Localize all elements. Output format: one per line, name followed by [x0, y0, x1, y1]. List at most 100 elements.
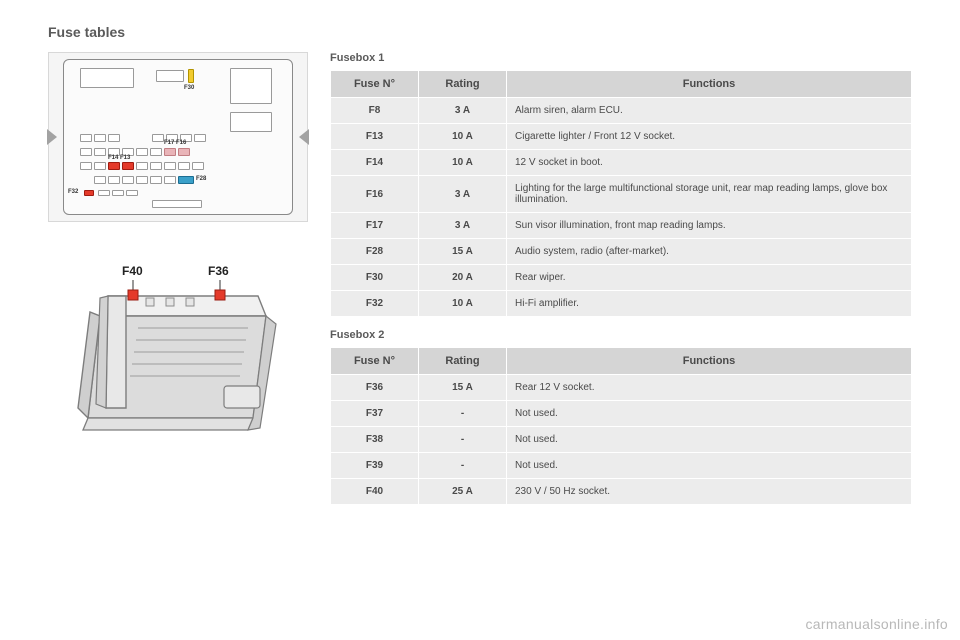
cell-function: Lighting for the large multifunctional s…	[507, 176, 912, 213]
label-f30: F30	[184, 85, 194, 91]
cell-fuse-no: F16	[331, 176, 419, 213]
label-f32: F32	[68, 189, 78, 195]
cell-function: Rear 12 V socket.	[507, 375, 912, 401]
cell-fuse-no: F38	[331, 427, 419, 453]
cell-fuse-no: F17	[331, 213, 419, 239]
fusebox2-diagram: F40 F36	[48, 258, 308, 448]
col-functions: Functions	[507, 348, 912, 375]
cell-rating: 10 A	[419, 291, 507, 317]
slot	[94, 162, 106, 170]
slot	[94, 134, 106, 142]
col-rating: Rating	[419, 71, 507, 98]
slot-bottom	[152, 200, 202, 208]
fuse-f14-highlight	[108, 162, 120, 170]
table-row: F38-Not used.	[331, 427, 912, 453]
slot	[126, 190, 138, 196]
slot	[150, 176, 162, 184]
table-row: F2815 AAudio system, radio (after-market…	[331, 239, 912, 265]
table-row: F3020 ARear wiper.	[331, 265, 912, 291]
slot	[112, 190, 124, 196]
table-row: F3615 ARear 12 V socket.	[331, 375, 912, 401]
slot	[94, 176, 106, 184]
col-fuse-no: Fuse N°	[331, 348, 419, 375]
cell-fuse-no: F13	[331, 124, 419, 150]
label-f28: F28	[196, 176, 206, 182]
cell-fuse-no: F8	[331, 98, 419, 124]
cell-function: Hi-Fi amplifier.	[507, 291, 912, 317]
cell-function: Audio system, radio (after-market).	[507, 239, 912, 265]
col-rating: Rating	[419, 348, 507, 375]
table-row: F39-Not used.	[331, 453, 912, 479]
cell-fuse-no: F37	[331, 401, 419, 427]
table-row: F83 AAlarm siren, alarm ECU.	[331, 98, 912, 124]
page-title: Fuse tables	[48, 24, 912, 40]
slot	[136, 162, 148, 170]
slot	[192, 162, 204, 170]
table-row: F3210 AHi-Fi amplifier.	[331, 291, 912, 317]
slot	[152, 134, 164, 142]
slot	[80, 162, 92, 170]
cell-rating: 10 A	[419, 150, 507, 176]
cell-rating: -	[419, 453, 507, 479]
fusebox2-label: Fusebox 2	[330, 329, 912, 341]
cell-rating: 25 A	[419, 479, 507, 505]
cell-function: Not used.	[507, 427, 912, 453]
fuse-f28-highlight	[178, 176, 194, 184]
table-row: F37-Not used.	[331, 401, 912, 427]
col-fuse-no: Fuse N°	[331, 71, 419, 98]
cell-rating: 3 A	[419, 176, 507, 213]
fusebox1-table: Fuse N° Rating Functions F83 AAlarm sire…	[330, 70, 912, 317]
label-f17-f16: F17 F16	[164, 140, 186, 146]
slot-mid	[156, 70, 184, 82]
cell-rating: 10 A	[419, 124, 507, 150]
table-row: F163 ALighting for the large multifuncti…	[331, 176, 912, 213]
cell-rating: 15 A	[419, 375, 507, 401]
cell-fuse-no: F28	[331, 239, 419, 265]
table-row: F173 ASun visor illumination, front map …	[331, 213, 912, 239]
cell-rating: 3 A	[419, 213, 507, 239]
label-f14-f13: F14 F13	[108, 155, 130, 161]
fuse-f30-highlight	[188, 69, 194, 83]
col-functions: Functions	[507, 71, 912, 98]
cell-function: Sun visor illumination, front map readin…	[507, 213, 912, 239]
fusebox1-label: Fusebox 1	[330, 52, 912, 64]
slot	[108, 176, 120, 184]
cell-function: 12 V socket in boot.	[507, 150, 912, 176]
label-f40: F40	[122, 264, 143, 278]
fuse-f16-highlight	[178, 148, 190, 156]
table-row: F1310 ACigarette lighter / Front 12 V so…	[331, 124, 912, 150]
cell-function: Not used.	[507, 453, 912, 479]
slot	[94, 148, 106, 156]
cell-function: 230 V / 50 Hz socket.	[507, 479, 912, 505]
table-row: F4025 A230 V / 50 Hz socket.	[331, 479, 912, 505]
slot	[178, 162, 190, 170]
cell-function: Alarm siren, alarm ECU.	[507, 98, 912, 124]
cell-fuse-no: F36	[331, 375, 419, 401]
slot	[98, 190, 110, 196]
slot	[136, 176, 148, 184]
fusebox1-body: F30	[63, 59, 293, 215]
slot	[122, 176, 134, 184]
slot	[136, 148, 148, 156]
cell-fuse-no: F14	[331, 150, 419, 176]
cell-fuse-no: F32	[331, 291, 419, 317]
cell-fuse-no: F40	[331, 479, 419, 505]
slot	[164, 176, 176, 184]
slot	[108, 134, 120, 142]
slot	[194, 134, 206, 142]
cell-rating: 15 A	[419, 239, 507, 265]
table-row: F1410 A12 V socket in boot.	[331, 150, 912, 176]
label-f36: F36	[208, 264, 229, 278]
diagrams-column: F30	[48, 52, 308, 505]
slot	[150, 148, 162, 156]
fusebox1-diagram: F30	[48, 52, 308, 222]
page: Fuse tables F30	[0, 0, 960, 640]
slot	[150, 162, 162, 170]
tables-column: Fusebox 1 Fuse N° Rating Functions F83 A…	[330, 52, 912, 505]
cell-rating: 3 A	[419, 98, 507, 124]
fuse-f17-highlight	[164, 148, 176, 156]
slot	[164, 162, 176, 170]
plug-svg	[48, 258, 308, 448]
cell-fuse-no: F30	[331, 265, 419, 291]
slot	[80, 148, 92, 156]
